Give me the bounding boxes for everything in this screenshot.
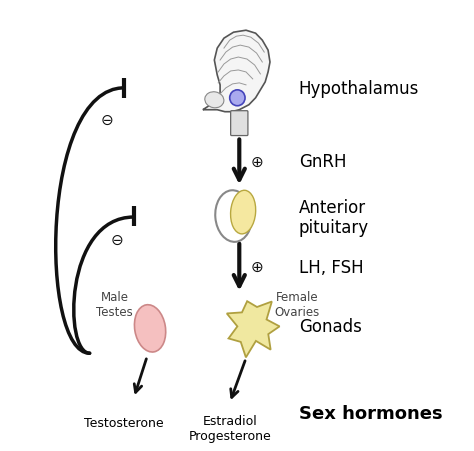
Text: GnRH: GnRH [299,153,346,171]
Text: Female
Ovaries: Female Ovaries [274,290,319,318]
Text: ⊕: ⊕ [250,260,263,275]
Text: Male
Testes: Male Testes [96,290,133,318]
PathPatch shape [203,31,270,112]
Ellipse shape [135,305,166,352]
Circle shape [230,91,245,106]
Text: ⊕: ⊕ [250,155,263,170]
Text: Testosterone: Testosterone [84,416,164,429]
Text: Anterior
pituitary: Anterior pituitary [299,198,369,237]
Text: Hypothalamus: Hypothalamus [299,80,419,97]
Text: Gonads: Gonads [299,318,362,336]
Text: Estradiol
Progesterone: Estradiol Progesterone [188,414,271,442]
FancyBboxPatch shape [231,111,248,136]
Ellipse shape [205,92,224,109]
Ellipse shape [230,191,255,235]
Ellipse shape [215,191,252,242]
Text: ⊖: ⊖ [110,232,123,247]
Text: ⊖: ⊖ [100,113,113,128]
Polygon shape [227,302,280,358]
Text: LH, FSH: LH, FSH [299,258,364,276]
Text: Sex hormones: Sex hormones [299,404,442,422]
